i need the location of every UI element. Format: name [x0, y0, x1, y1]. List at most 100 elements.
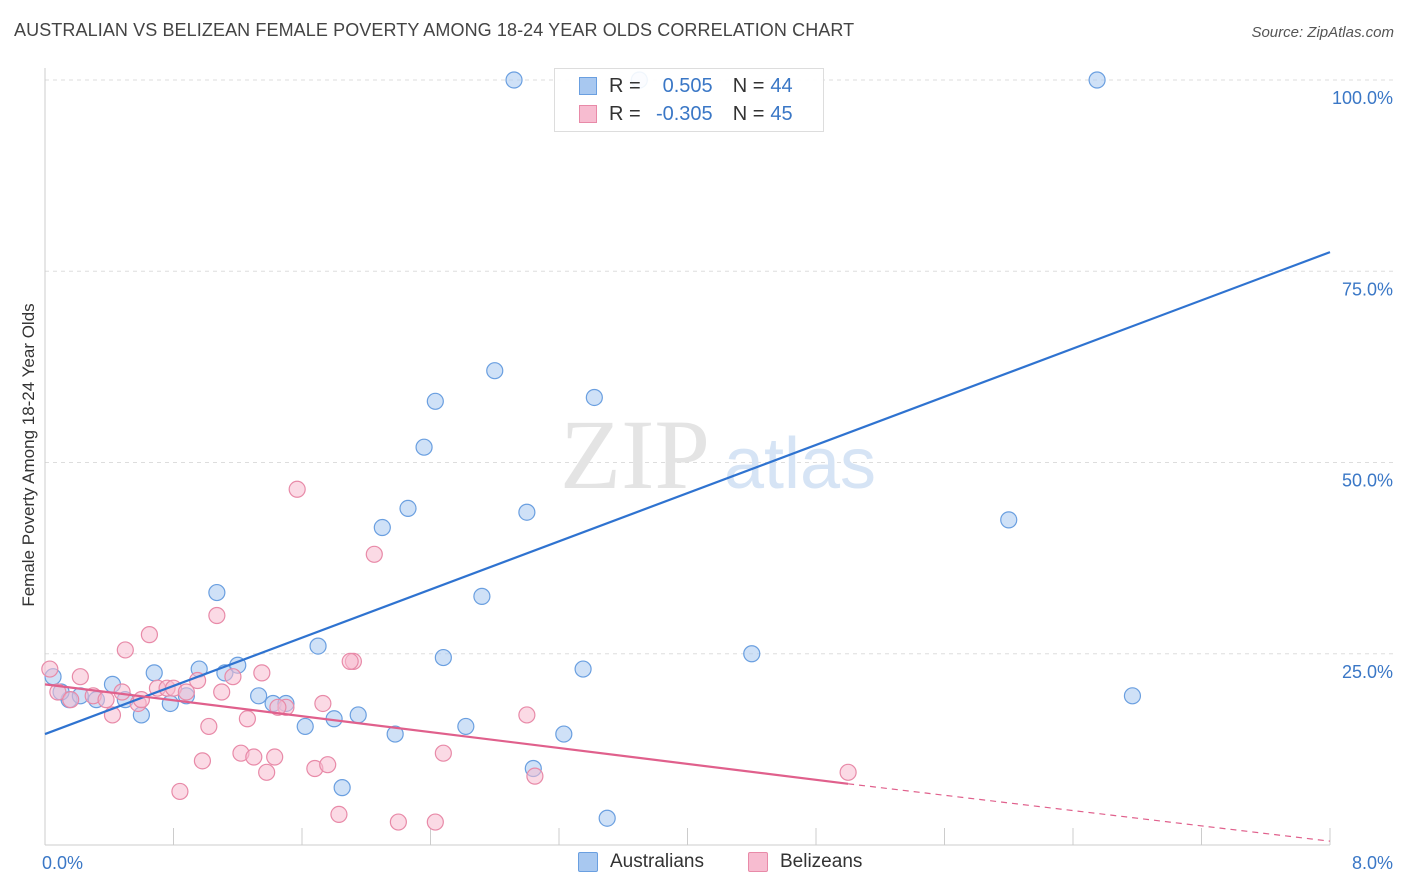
point-belizeans [526, 767, 544, 785]
n-value: 44 [770, 74, 793, 97]
point-australians [415, 438, 433, 456]
point-belizeans [434, 744, 452, 762]
legend-swatch-belizeans [579, 105, 597, 123]
y-tick-label: 100.0% [1332, 88, 1393, 108]
point-belizeans [140, 626, 159, 644]
point-belizeans [177, 683, 195, 701]
point-australians [1123, 687, 1142, 705]
point-australians [1000, 511, 1018, 529]
point-australians [333, 779, 351, 797]
point-belizeans [41, 660, 59, 678]
n-label: N = [732, 102, 765, 125]
point-australians [399, 499, 417, 517]
legend-item-belizeans[interactable]: Belizeans [748, 851, 862, 873]
point-belizeans [389, 813, 407, 831]
point-australians [373, 518, 391, 537]
point-belizeans [213, 683, 231, 701]
grid [45, 79, 1395, 655]
trend-line-dashed-belizeans [848, 783, 1331, 842]
point-belizeans [193, 752, 212, 770]
point-belizeans [319, 756, 337, 774]
y-tick-label: 50.0% [1342, 471, 1393, 491]
point-australians [250, 687, 268, 705]
point-australians [1088, 71, 1106, 89]
r-value: -0.305 [655, 102, 713, 125]
legend-swatch-australians [579, 77, 597, 95]
point-belizeans [365, 545, 383, 563]
point-belizeans [49, 683, 67, 701]
point-australians [473, 587, 491, 605]
point-belizeans [200, 717, 218, 736]
tick-labels: 100.0% 75.0% 50.0% 25.0% 0.0% 8.0% [42, 88, 1393, 873]
stats-legend: R = 0.505 N = 44 R = -0.305 N = 45 [554, 68, 824, 132]
point-australians [208, 583, 226, 602]
point-belizeans [258, 763, 276, 781]
point-australians [518, 503, 536, 521]
series-legend: Australians Belizeans [578, 851, 906, 873]
point-belizeans [266, 748, 284, 766]
stats-row-australians: R = 0.505 N = 44 [579, 73, 793, 99]
stats-row-belizeans: R = -0.305 N = 45 [579, 101, 793, 127]
legend-swatch-australians [578, 852, 598, 872]
point-belizeans [253, 664, 271, 682]
point-australians [386, 725, 404, 743]
point-australians [309, 637, 327, 655]
point-belizeans [426, 813, 444, 831]
point-belizeans [330, 805, 348, 824]
point-australians [426, 392, 444, 410]
r-label: R = [609, 102, 641, 125]
point-australians [486, 362, 504, 380]
y-tick-label: 25.0% [1342, 662, 1393, 682]
trend-line-australians [44, 251, 1331, 736]
y-tick-label: 75.0% [1342, 279, 1393, 299]
legend-label-belizeans: Belizeans [780, 851, 863, 872]
point-australians [743, 645, 761, 663]
y-axis-label: Female Poverty Among 18-24 Year Olds [19, 303, 38, 607]
trend-line-belizeans [44, 683, 849, 785]
point-belizeans [97, 691, 115, 709]
point-belizeans [71, 668, 89, 686]
point-belizeans [518, 706, 536, 724]
point-belizeans [224, 668, 242, 686]
point-belizeans [839, 763, 857, 781]
point-belizeans [245, 748, 263, 766]
point-australians [161, 694, 179, 713]
point-australians [457, 717, 475, 736]
r-label: R = [609, 74, 641, 97]
point-belizeans [341, 652, 359, 671]
n-label: N = [732, 74, 765, 97]
watermark-zip: ZIP [560, 399, 710, 510]
point-belizeans [288, 480, 306, 498]
axes [44, 68, 1331, 846]
watermark-atlas: atlas [724, 424, 876, 504]
point-australians [574, 660, 592, 678]
point-belizeans [62, 691, 80, 709]
watermark: ZIP atlas [560, 399, 876, 510]
legend-item-australians[interactable]: Australians [578, 851, 704, 873]
point-australians [296, 717, 314, 736]
point-australians [505, 71, 523, 89]
point-belizeans [208, 606, 226, 625]
source-label: Source: ZipAtlas.com [1251, 24, 1394, 41]
trend-lines [44, 251, 1331, 842]
legend-label-australians: Australians [610, 851, 704, 872]
point-australians [598, 809, 616, 827]
r-value: 0.505 [662, 74, 713, 97]
point-australians [434, 648, 452, 667]
n-value: 45 [770, 102, 793, 125]
x-tick-label: 8.0% [1352, 853, 1393, 873]
point-belizeans [269, 698, 287, 716]
chart-title: AUSTRALIAN VS BELIZEAN FEMALE POVERTY AM… [14, 20, 855, 40]
point-belizeans [238, 710, 256, 728]
point-australians [349, 706, 367, 724]
point-belizeans [116, 641, 134, 659]
point-belizeans [113, 683, 131, 701]
point-australians [585, 388, 603, 407]
point-belizeans [171, 782, 189, 801]
legend-swatch-belizeans [748, 852, 768, 872]
x-tick-label: 0.0% [42, 853, 83, 873]
point-belizeans [314, 694, 332, 713]
point-australians [555, 725, 573, 743]
point-australians [145, 664, 163, 682]
